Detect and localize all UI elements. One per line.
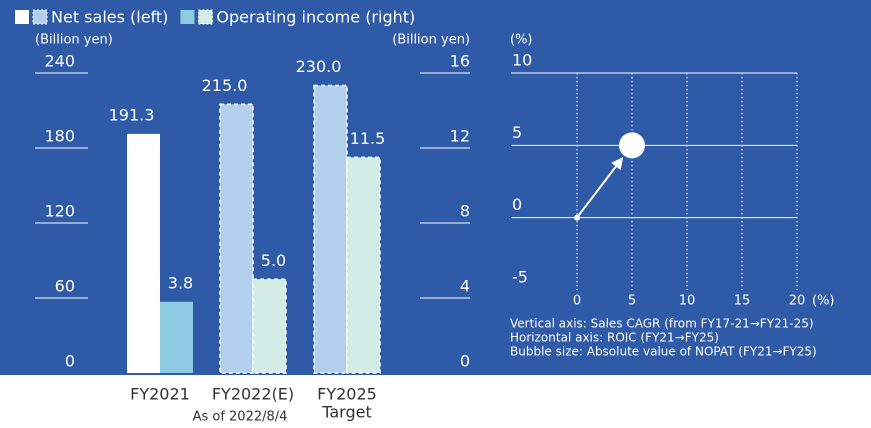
y-axis-label: (%) <box>510 33 533 48</box>
data-label: 215.0 <box>202 76 248 95</box>
note: Horizontal axis: ROIC (FY21→FY25) <box>510 331 719 345</box>
y2-axis-label: (Billion yen) <box>392 33 470 48</box>
x-tick-label: 20 <box>789 294 806 309</box>
legend-swatch <box>15 10 29 24</box>
bar <box>160 301 193 373</box>
data-label: 11.5 <box>350 129 386 148</box>
data-label: 5.0 <box>261 251 286 270</box>
bar <box>313 84 348 374</box>
arrow <box>576 156 624 219</box>
note: Vertical axis: Sales CAGR (from FY17-21→… <box>510 317 814 331</box>
legend-swatch <box>197 9 213 25</box>
note: Bubble size: Absolute value of NOPAT (FY… <box>510 345 817 359</box>
data-label: 191.3 <box>109 105 155 124</box>
legend: Net sales (left) Operating income (right) <box>15 8 415 27</box>
x-tick-label: FY2025 <box>317 385 377 404</box>
x-tick-label: FY2022(E) <box>212 385 294 404</box>
legend-swatch <box>32 9 48 25</box>
y-tick-label: 120 <box>44 202 75 221</box>
y2-tick-label: 4 <box>460 277 470 296</box>
x-tick-label: 15 <box>734 294 751 309</box>
data-label: 3.8 <box>168 273 193 292</box>
legend-label: Operating income (right) <box>216 8 415 27</box>
y-tick-label: 60 <box>55 277 75 296</box>
y-tick-label: 240 <box>44 52 75 71</box>
y-tick-label: -5 <box>512 268 528 287</box>
y2-tick-label: 12 <box>450 127 470 146</box>
y2-tick-label: 16 <box>450 52 470 71</box>
bar <box>252 278 287 374</box>
bar <box>346 156 381 374</box>
y-tick-label: 0 <box>65 352 75 371</box>
y2-tick-label: 0 <box>460 352 470 371</box>
y-tick-label: 0 <box>512 195 522 214</box>
bar <box>219 103 254 374</box>
x-axis-label: (%) <box>812 294 835 309</box>
x-tick-label: FY2021 <box>130 385 190 404</box>
bubble <box>619 132 645 159</box>
category-note: As of 2022/8/4 <box>193 410 288 425</box>
y2-tick-label: 8 <box>460 202 470 221</box>
category-note: Target <box>321 403 372 422</box>
bar <box>127 133 160 373</box>
legend-swatch <box>180 10 195 24</box>
x-tick-label: 10 <box>679 294 696 309</box>
x-tick-label: 0 <box>573 294 581 309</box>
bubble <box>574 214 580 221</box>
y-tick-label: 180 <box>44 127 75 146</box>
data-label: 230.0 <box>296 57 342 76</box>
y-tick-label: 5 <box>512 123 522 142</box>
y-tick-label: 10 <box>512 51 532 70</box>
x-tick-label: 5 <box>628 294 636 309</box>
legend-label: Net sales (left) <box>51 8 168 27</box>
y-axis-label: (Billion yen) <box>35 33 113 48</box>
